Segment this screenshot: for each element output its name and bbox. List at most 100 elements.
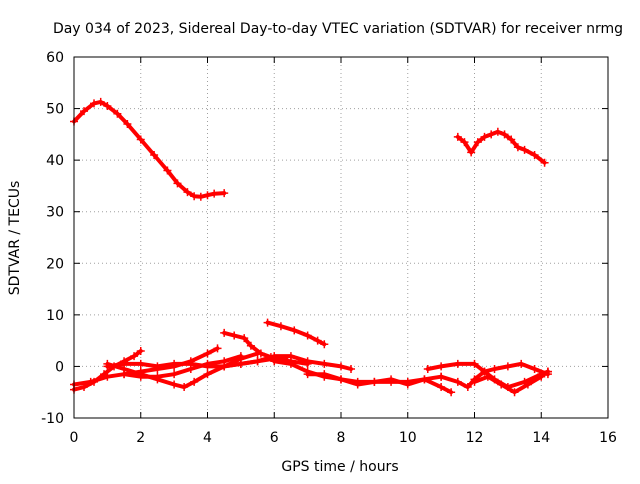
data-point <box>190 192 199 201</box>
data-point <box>320 359 329 368</box>
y-tick-label: 50 <box>46 102 64 118</box>
data-point <box>240 334 249 343</box>
data-point <box>190 377 199 386</box>
data-point <box>447 388 456 397</box>
data-point <box>423 365 432 374</box>
data-point <box>186 359 195 368</box>
data-point <box>153 362 162 371</box>
y-tick-label: 40 <box>46 153 64 169</box>
data-point <box>170 380 179 389</box>
data-point <box>103 362 112 371</box>
data-point <box>103 372 112 381</box>
data-point <box>540 158 549 167</box>
series-trace <box>439 361 550 390</box>
y-tick-label: 60 <box>46 50 64 66</box>
data-point <box>490 365 499 374</box>
data-point <box>480 132 489 141</box>
x-tick-label: 12 <box>466 430 484 446</box>
data-point <box>130 352 139 361</box>
series-arc-4 <box>263 318 329 349</box>
data-point <box>276 322 285 331</box>
data-point <box>220 328 229 337</box>
y-tick-label: 30 <box>46 205 64 221</box>
x-tick-label: 6 <box>270 430 279 446</box>
data-point <box>370 377 379 386</box>
data-point <box>210 189 219 198</box>
data-point <box>520 145 529 154</box>
data-point <box>463 383 472 392</box>
data-point <box>437 372 446 381</box>
data-point <box>320 370 329 379</box>
series-trace <box>72 99 227 199</box>
series-upper-arc-1 <box>70 97 229 201</box>
data-point <box>120 359 129 368</box>
data-point <box>136 135 145 144</box>
series-trace <box>72 346 220 387</box>
data-point <box>530 365 539 374</box>
data-point <box>120 370 129 379</box>
data-point <box>163 166 172 175</box>
data-point <box>220 189 229 198</box>
series-upper-arc-2 <box>453 127 549 167</box>
x-tick-label: 8 <box>337 430 346 446</box>
data-point <box>230 331 239 340</box>
data-point <box>453 377 462 386</box>
data-point <box>136 359 145 368</box>
data-point <box>203 370 212 379</box>
data-point <box>203 349 212 358</box>
data-point <box>196 192 205 201</box>
data-point <box>453 359 462 368</box>
data-point <box>497 380 506 389</box>
data-point <box>90 99 99 108</box>
data-point <box>353 380 362 389</box>
data-point <box>337 362 345 371</box>
data-point <box>420 375 429 384</box>
data-point <box>517 359 526 368</box>
data-point <box>173 179 182 188</box>
data-point <box>347 365 356 374</box>
data-point <box>220 362 229 371</box>
data-point <box>513 143 522 152</box>
series-trace <box>72 349 143 392</box>
data-point <box>453 132 462 141</box>
x-tick-label: 4 <box>203 430 212 446</box>
data-point <box>480 367 489 376</box>
data-point <box>136 346 145 355</box>
data-point <box>213 344 222 353</box>
data-point <box>493 127 502 136</box>
data-point <box>337 375 345 384</box>
data-point <box>150 150 159 159</box>
series-arc-10 <box>220 352 356 374</box>
series-arc-15 <box>470 367 552 397</box>
data-point <box>113 109 122 118</box>
data-point <box>437 383 446 392</box>
data-point <box>387 375 396 384</box>
data-point <box>543 367 552 376</box>
data-point <box>523 380 532 389</box>
data-point <box>470 359 479 368</box>
data-point <box>437 362 446 371</box>
plot-frame <box>73 56 609 419</box>
data-point <box>80 107 89 116</box>
y-tick-label: 10 <box>46 308 64 324</box>
x-tick-label: 10 <box>399 430 417 446</box>
data-point <box>236 359 245 368</box>
data-point <box>403 380 412 389</box>
data-point <box>203 191 212 200</box>
chart-title: Day 034 of 2023, Sidereal Day-to-day VTE… <box>53 21 623 37</box>
data-point <box>467 148 476 157</box>
data-point <box>183 188 192 197</box>
series-trace <box>455 129 547 165</box>
data-point <box>246 341 255 350</box>
data-point <box>473 138 482 147</box>
data-point <box>460 138 469 147</box>
data-point <box>500 130 509 139</box>
data-point <box>313 336 322 345</box>
data-point <box>286 352 295 361</box>
data-point <box>86 377 95 386</box>
data-point <box>103 101 112 110</box>
x-axis-label: GPS time / hours <box>281 459 398 475</box>
y-tick-label: -10 <box>41 411 64 427</box>
